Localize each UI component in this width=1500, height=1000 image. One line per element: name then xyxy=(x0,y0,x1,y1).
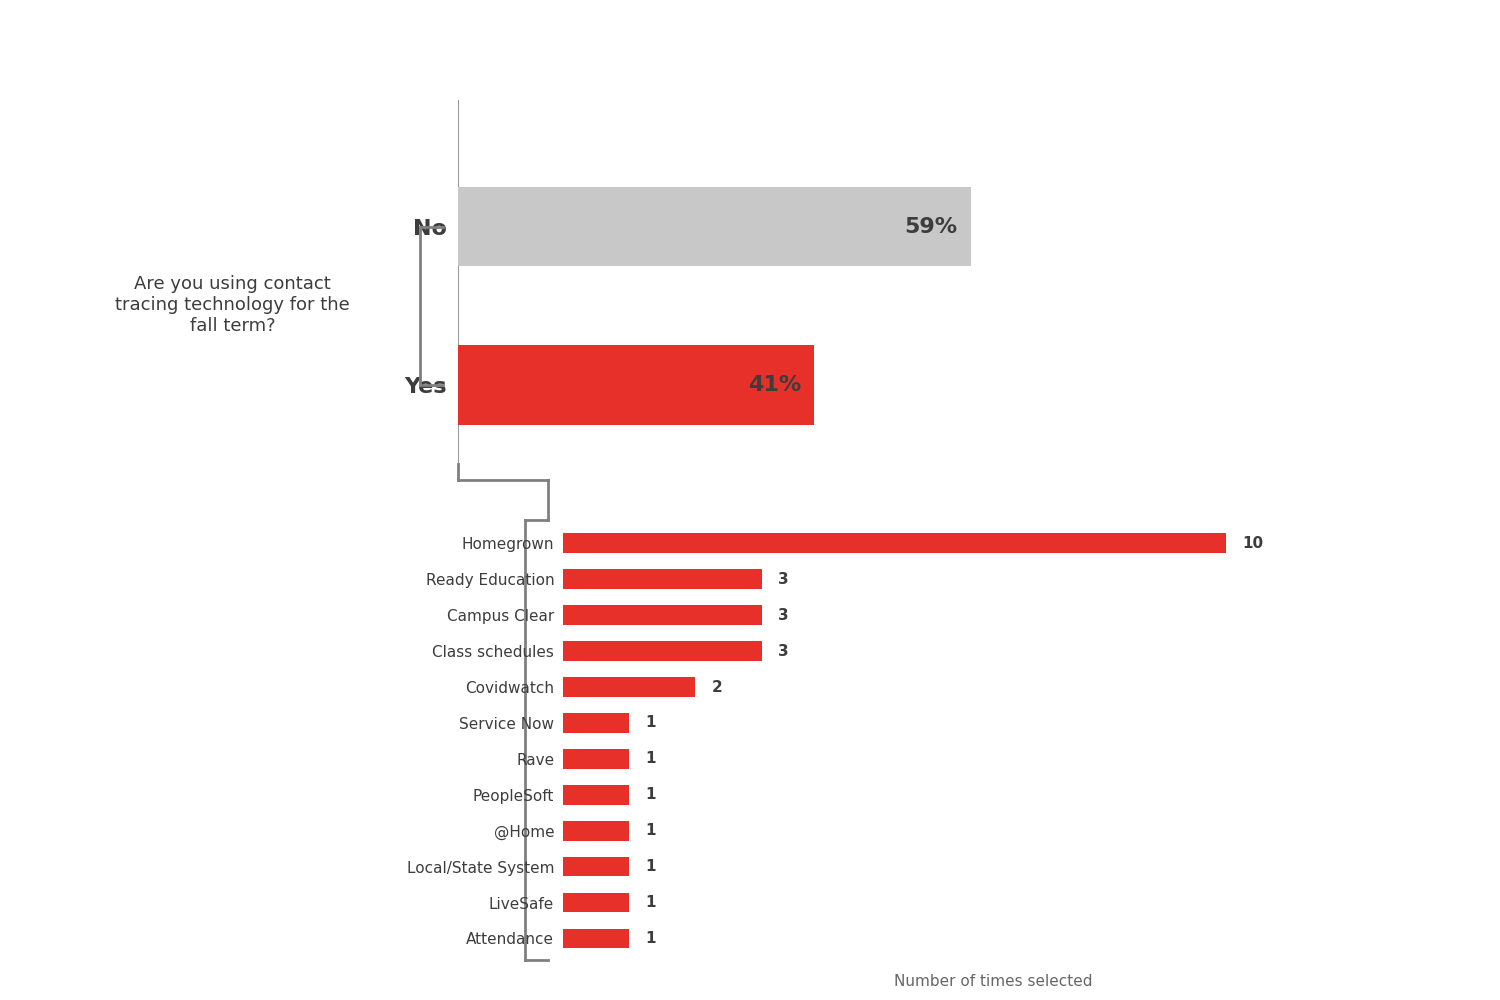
Text: 3: 3 xyxy=(778,644,789,659)
Text: 41%: 41% xyxy=(748,375,801,395)
Text: 1: 1 xyxy=(645,715,656,730)
Text: 10: 10 xyxy=(1242,536,1263,551)
Bar xyxy=(562,713,628,733)
Bar xyxy=(458,187,970,266)
Bar xyxy=(562,785,628,805)
Bar xyxy=(458,345,814,425)
Bar xyxy=(562,929,628,948)
Text: 1: 1 xyxy=(645,931,656,946)
Text: 1: 1 xyxy=(645,787,656,802)
Bar xyxy=(562,677,694,697)
Bar xyxy=(562,641,762,661)
Bar xyxy=(562,533,1226,553)
Bar xyxy=(562,893,628,912)
Text: 59%: 59% xyxy=(904,217,957,237)
Text: 1: 1 xyxy=(645,751,656,766)
Bar xyxy=(562,605,762,625)
Text: 1: 1 xyxy=(645,823,656,838)
Bar xyxy=(562,569,762,589)
Text: Are you using contact
tracing technology for the
fall term?: Are you using contact tracing technology… xyxy=(116,275,350,335)
Text: 1: 1 xyxy=(645,895,656,910)
Bar xyxy=(562,857,628,876)
Bar xyxy=(562,749,628,769)
X-axis label: Number of times selected: Number of times selected xyxy=(894,974,1094,989)
Text: 1: 1 xyxy=(645,859,656,874)
Bar xyxy=(562,821,628,841)
Text: 3: 3 xyxy=(778,608,789,623)
Text: 2: 2 xyxy=(712,680,723,695)
Text: 3: 3 xyxy=(778,572,789,587)
